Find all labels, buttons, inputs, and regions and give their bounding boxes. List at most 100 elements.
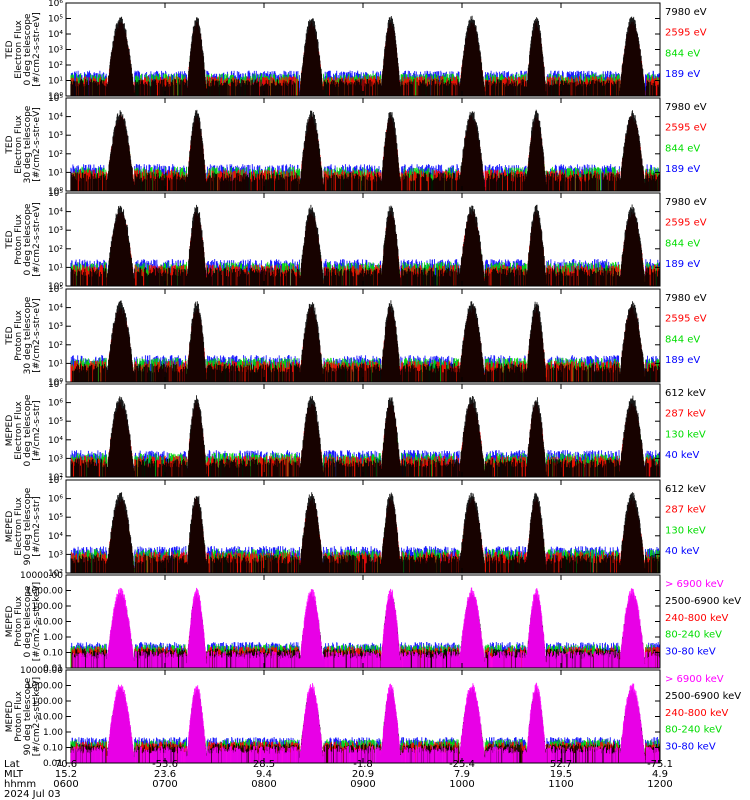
- y-tick-label: 10²: [48, 61, 63, 71]
- legend-item: 189 eV: [665, 69, 700, 80]
- panel-title-line: [#/cm2-s-str-eV]: [32, 298, 42, 373]
- panel-title-line: TED: [5, 326, 15, 345]
- x-time-label: 0700: [152, 779, 177, 790]
- y-tick-label: 0.10: [43, 649, 63, 659]
- y-tick-label: 1.00: [43, 728, 63, 738]
- series-0: [72, 300, 660, 382]
- y-tick-label: 10⁵: [48, 15, 63, 25]
- legend-item: 844 eV: [665, 238, 700, 249]
- legend-item: 2500-6900 keV: [665, 691, 741, 702]
- panel-meped-e-90: 10² 10³ 10⁴ 10⁵ 10⁶ 10⁷ MEPEDElectron Flux90 d…: [5, 476, 706, 579]
- legend-item: 2595 eV: [665, 28, 707, 39]
- y-tick-label: 10¹: [48, 263, 63, 273]
- legend-item: 2595 eV: [665, 123, 707, 134]
- y-tick-label: 10³: [48, 46, 63, 56]
- y-tick-label: 10⁴: [48, 304, 63, 314]
- legend-item: 7980 eV: [665, 197, 707, 208]
- y-tick-label: 10000.00: [20, 571, 63, 581]
- y-tick-label: 10000.00: [20, 666, 63, 676]
- panel-title-line: 30 deg telescope: [23, 296, 33, 374]
- legend-item: 80-240 keV: [665, 630, 722, 641]
- legend-item: 130 keV: [665, 429, 706, 440]
- panel-data: [70, 682, 661, 763]
- x-lat-label: 70.6: [55, 759, 77, 770]
- y-tick-label: 100.00: [32, 602, 64, 612]
- legend-item: 612 keV: [665, 388, 706, 399]
- x-time-label: 0900: [350, 779, 375, 790]
- y-tick-label: 10⁵: [48, 285, 63, 295]
- panel-ted-p-0: 10⁰ 10¹ 10² 10³ 10⁴ 10⁵ TEDProton Flux0 deg te…: [5, 189, 707, 292]
- x-mlt-label: 20.9: [352, 769, 374, 780]
- x-mlt-label: 19.5: [550, 769, 572, 780]
- y-tick-label: 10⁷: [48, 476, 63, 486]
- y-tick-label: 10³: [48, 131, 63, 141]
- y-tick-label: 10⁴: [48, 436, 63, 446]
- x-row-label-hhmm: hhmm: [4, 779, 36, 790]
- panel-title-line: 30 deg telescope: [23, 105, 33, 183]
- x-mlt-label: 9.4: [256, 769, 272, 780]
- panel-title: MEPEDElectron Flux90 deg telescope[#/cm2…: [5, 487, 42, 565]
- panel-data: [70, 300, 661, 382]
- x-mlt-label: 15.2: [55, 769, 77, 780]
- y-tick-label: 0.01: [43, 759, 63, 769]
- panel-title-line: [#/cm2-s-str-keV]: [32, 677, 42, 756]
- y-tick-label: 10⁷: [48, 380, 63, 390]
- legend-item: > 6900 keV: [665, 579, 724, 590]
- panel-title-line: [#/cm2-s-str-eV]: [32, 12, 42, 87]
- panel-title: TEDElectron Flux0 deg telescope[#/cm2-s-…: [5, 12, 42, 87]
- legend-item: 240-800 keV: [665, 708, 729, 719]
- y-tick-label: 10⁵: [48, 94, 63, 104]
- series-0: [70, 395, 661, 477]
- legend-item: 30-80 keV: [665, 647, 716, 658]
- panel-title-line: [#/cm2-s-str-eV]: [32, 107, 42, 182]
- panel-title-line: TED: [5, 40, 15, 59]
- x-time-label: 1200: [647, 779, 672, 790]
- panel-title: TEDElectron Flux30 deg telescope[#/cm2-s…: [5, 105, 42, 183]
- legend-item: 240-800 keV: [665, 613, 729, 624]
- panel-title-line: [#/cm2-s-str-eV]: [32, 202, 42, 277]
- legend-item: 2595 eV: [665, 218, 707, 229]
- x-time-label: 0800: [251, 779, 276, 790]
- panel-title-line: TED: [5, 230, 15, 249]
- x-mlt-label: 23.6: [154, 769, 176, 780]
- y-tick-label: 10.00: [37, 618, 63, 628]
- x-lat-label: 52.7: [550, 759, 572, 770]
- panel-data: [70, 15, 661, 96]
- panel-data: [70, 492, 661, 573]
- series-0: [70, 204, 660, 286]
- panel-legend: 612 keV 287 keV 130 keV 40 keV: [665, 484, 706, 557]
- y-tick-label: 10⁴: [48, 532, 63, 542]
- y-tick-label: 10²: [48, 150, 63, 160]
- panel-title: MEPEDProton Flux0 deg telescope[#/cm2-s-…: [5, 582, 42, 661]
- panel-data: [70, 109, 661, 191]
- y-tick-label: 10¹: [48, 359, 63, 369]
- x-lat-label: 28.5: [253, 759, 275, 770]
- x-time-label: 0600: [53, 779, 78, 790]
- panel-title-line: 0 deg telescope: [23, 585, 33, 657]
- y-tick-label: 100.00: [32, 697, 64, 707]
- x-time-label: 1000: [449, 779, 474, 790]
- panel-title-line: Electron Flux: [14, 115, 24, 174]
- legend-item: 612 keV: [665, 484, 706, 495]
- y-tick-label: 0.10: [43, 744, 63, 754]
- legend-item: 7980 eV: [665, 7, 707, 18]
- y-tick-label: 10⁴: [48, 30, 63, 40]
- panel-data: [70, 204, 661, 286]
- legend-item: 80-240 keV: [665, 725, 722, 736]
- panel-title-line: Proton Flux: [14, 596, 24, 647]
- panel-title-line: MEPED: [5, 415, 15, 447]
- y-tick-label: 1000.00: [26, 587, 63, 597]
- y-tick-label: 10²: [48, 569, 63, 579]
- y-tick-label: 10⁰: [48, 92, 63, 102]
- panel-title-line: [#/cm2-s-str]: [32, 496, 42, 556]
- legend-item: 7980 eV: [665, 293, 707, 304]
- panel-legend: > 6900 keV 2500-6900 keV 240-800 keV 80-240…: [665, 579, 741, 658]
- panel-legend: 7980 eV 2595 eV 844 eV 189 eV: [665, 7, 707, 80]
- y-tick-label: 10³: [48, 226, 63, 236]
- panel-meped-e-0: 10² 10³ 10⁴ 10⁵ 10⁶ 10⁷ MEPEDElectron Flux0 de…: [5, 380, 706, 483]
- panel-title-line: MEPED: [5, 701, 15, 733]
- x-lat-label: -75.1: [647, 759, 673, 770]
